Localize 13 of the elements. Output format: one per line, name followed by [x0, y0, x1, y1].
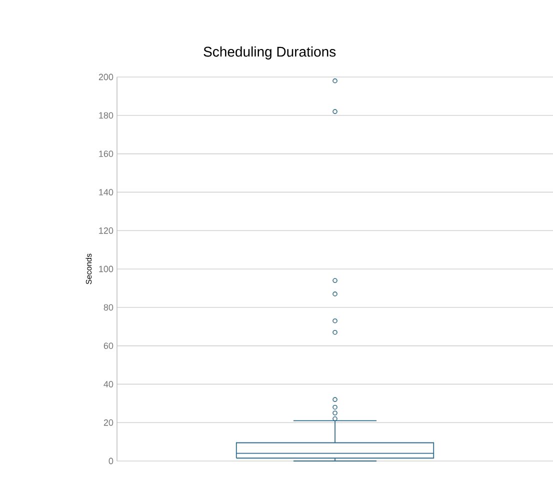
y-tick-label: 100	[99, 266, 114, 272]
y-tick-label: 60	[104, 342, 114, 349]
y-tick-label: 80	[104, 304, 114, 311]
y-tick-label: 140	[99, 189, 114, 196]
y-tick-label: 180	[99, 112, 114, 119]
y-tick-label: 200	[98, 74, 114, 80]
y-tick-label: 160	[99, 150, 114, 157]
y-tick-label: 0	[108, 458, 114, 464]
y-tick-label: 40	[104, 381, 114, 388]
y-tick-label: 20	[104, 419, 114, 426]
chart-title: Scheduling Durations	[204, 46, 336, 60]
y-tick-label: 120	[99, 227, 114, 234]
y-axis-title: Seconds	[86, 254, 92, 284]
